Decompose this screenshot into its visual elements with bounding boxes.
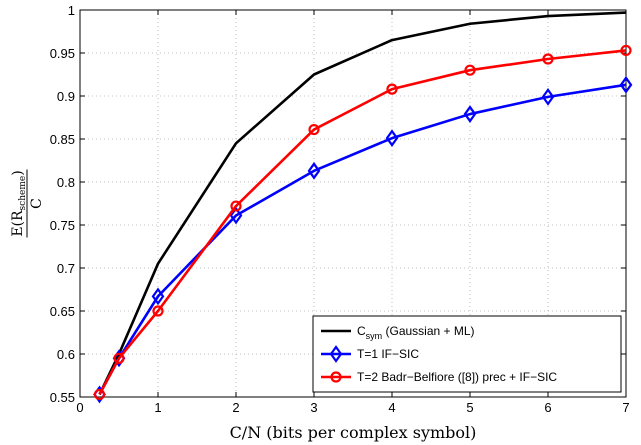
data-point — [385, 129, 399, 148]
x-tick-label: 0 — [76, 400, 83, 415]
series-layer — [93, 11, 633, 404]
y-label-denominator: C — [29, 198, 45, 209]
series-line — [98, 11, 627, 395]
data-point — [541, 87, 555, 106]
y-tick-label: 0.75 — [50, 218, 75, 233]
y-label-numerator: E(Rscheme) — [10, 170, 28, 236]
plot-frame — [79, 9, 627, 398]
data-point — [620, 44, 632, 57]
data-point — [464, 64, 476, 76]
legend-box — [312, 315, 622, 393]
series-2 — [93, 44, 632, 401]
legend-label: T=2 Badr−Belfiore ([8]) prec + IF−SIC — [357, 370, 557, 384]
series-0 — [98, 11, 627, 395]
y-axis-label: E(Rscheme)C — [10, 169, 45, 238]
x-tick-label: 2 — [232, 400, 239, 415]
data-point — [151, 287, 165, 306]
series-line — [98, 83, 627, 396]
y-tick-label: 0.65 — [50, 304, 75, 319]
x-tick-label: 3 — [310, 400, 317, 415]
data-point — [93, 388, 106, 401]
y-tick-label: 0.7 — [57, 261, 75, 276]
legend: Csym (Gaussian + ML) T=1 IF−SIC T=2 Badr−B… — [312, 315, 622, 393]
y-tick-label: 1 — [68, 3, 75, 18]
data-point — [308, 123, 320, 136]
data-point — [230, 200, 242, 212]
data-point — [463, 105, 477, 123]
data-point — [619, 75, 633, 94]
data-point — [229, 206, 243, 225]
legend-marker — [330, 371, 342, 383]
y-tick-label: 0.8 — [57, 175, 75, 190]
y-tick-label: 0.85 — [50, 132, 75, 147]
data-point — [542, 53, 554, 65]
x-tick-label: 4 — [388, 400, 395, 415]
x-tick-label: 1 — [154, 400, 161, 415]
data-point — [386, 83, 398, 95]
legend-label: Csym (Gaussian + ML) — [357, 324, 475, 341]
y-tick-label: 0.95 — [50, 46, 75, 61]
legend-label: T=1 IF−SIC — [357, 347, 419, 361]
y-tick-label: 0.55 — [50, 390, 75, 405]
x-axis-label: C/N (bits per complex symbol) — [230, 423, 477, 442]
data-point — [152, 305, 164, 317]
x-tick-label: 7 — [622, 400, 629, 415]
axis-ticks: 0 1 2 3 4 5 6 7 0.55 0.6 0.65 0.7 0.75 0.8 0.85 0.9 0.95… — [50, 3, 630, 415]
data-point — [113, 352, 125, 364]
legend-marker — [329, 345, 343, 363]
x-tick-label: 5 — [466, 400, 473, 415]
y-tick-label: 0.9 — [57, 89, 75, 104]
x-tick-label: 6 — [544, 400, 551, 415]
data-point — [307, 161, 321, 180]
series-line — [98, 49, 627, 396]
y-tick-label: 0.6 — [57, 347, 75, 362]
